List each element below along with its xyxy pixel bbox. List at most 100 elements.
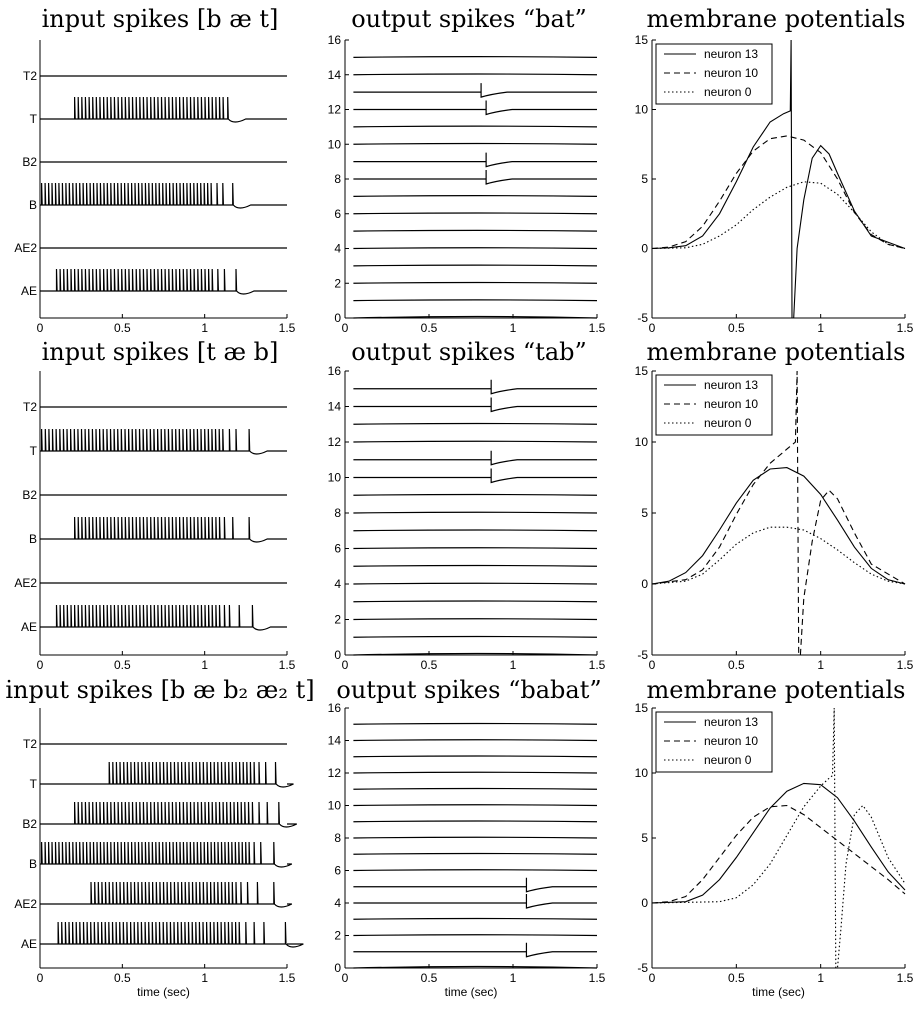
x-tick-label: 1	[817, 658, 824, 672]
neuron-trace-2	[353, 934, 598, 937]
neuron-trace-1	[353, 942, 597, 958]
y-tick-label: 10	[635, 766, 649, 780]
series-line-neuron-10	[651, 804, 906, 904]
y-tick-label: 0	[641, 896, 648, 910]
neuron-trace-10	[353, 804, 598, 807]
x-tick-label: 1.5	[897, 971, 914, 985]
channel-label: T	[30, 444, 38, 458]
channel-label: B	[29, 532, 37, 546]
y-tick-label: 0	[641, 242, 648, 256]
x-tick-label: 1.5	[589, 658, 606, 672]
y-tick-label: 8	[334, 506, 341, 520]
series-line-neuron-0	[651, 526, 906, 585]
neuron-trace-3	[353, 264, 598, 267]
x-tick-label: 0.5	[728, 971, 745, 985]
neuron-trace-4	[353, 894, 597, 909]
neuron-trace-1	[353, 299, 598, 302]
y-tick-label: 10	[328, 471, 342, 485]
channel-trace-ae	[40, 921, 304, 948]
channel-trace-t	[40, 761, 294, 788]
x-tick-label: 0.5	[114, 658, 131, 672]
x-tick-label: 1.5	[279, 321, 296, 335]
x-tick-label: 1.5	[897, 658, 914, 672]
x-tick-label: 0	[649, 658, 656, 672]
x-axis-label: time (sec)	[752, 985, 805, 999]
neuron-trace-2	[353, 281, 598, 284]
y-tick-label: 2	[334, 929, 341, 943]
neuron-trace-7	[353, 529, 598, 532]
x-tick-label: 0.5	[421, 658, 438, 672]
y-tick-label: 16	[328, 364, 342, 378]
x-tick-label: 1.5	[589, 321, 606, 335]
y-tick-label: 10	[635, 103, 649, 117]
output-panel: output spikes “bat” 0 0.5 1 1.5 0 2 4 6 8 10 12 14 16	[328, 5, 606, 335]
y-tick-label: 10	[635, 435, 649, 449]
panel-title: input spikes [b æ b₂ æ₂ t]	[5, 676, 314, 704]
x-tick-label: 0	[342, 658, 349, 672]
neuron-trace-2	[353, 618, 598, 621]
y-tick-label: -5	[637, 311, 648, 325]
channel-label: B	[29, 857, 37, 871]
panel-title: output spikes “bat”	[351, 5, 587, 33]
neuron-trace-0	[353, 965, 598, 969]
output-panel: output spikes “tab” 0 0.5 1 1.5 0 2 4 6 8 10 12 14 16	[328, 338, 606, 672]
neuron-trace-13	[353, 422, 598, 425]
y-tick-label: 15	[635, 701, 649, 715]
channel-label: AE2	[14, 897, 37, 911]
x-tick-label: 0.5	[114, 971, 131, 985]
channel-label: AE	[21, 284, 37, 298]
legend-label: neuron 10	[704, 397, 758, 411]
x-tick-label: 0	[37, 971, 44, 985]
y-tick-label: 4	[334, 577, 341, 591]
x-axis-label: time (sec)	[137, 985, 190, 999]
legend-label: neuron 0	[704, 416, 752, 430]
channel-label: T	[30, 112, 38, 126]
y-tick-label: 0	[334, 648, 341, 662]
channel-label: B2	[22, 488, 37, 502]
x-tick-label: 1	[201, 971, 208, 985]
x-tick-label: 1.5	[279, 658, 296, 672]
channel-trace-b2	[40, 801, 298, 828]
y-tick-label: 15	[635, 33, 649, 47]
y-tick-label: -5	[637, 961, 648, 975]
x-tick-label: 1	[817, 971, 824, 985]
y-tick-label: 12	[328, 103, 342, 117]
neuron-trace-7	[353, 195, 598, 197]
y-tick-label: -5	[637, 648, 648, 662]
x-tick-label: 1.5	[897, 321, 914, 335]
neuron-trace-3	[353, 917, 598, 920]
y-tick-label: 6	[334, 864, 341, 878]
neuron-trace-10	[353, 468, 597, 484]
x-tick-label: 0.5	[728, 658, 745, 672]
neuron-trace-9	[353, 152, 597, 168]
y-tick-label: 2	[334, 613, 341, 627]
neuron-trace-4	[353, 582, 598, 585]
x-tick-label: 0	[37, 658, 44, 672]
neuron-trace-5	[353, 564, 598, 567]
neuron-trace-12	[353, 440, 598, 443]
x-tick-label: 0.5	[421, 321, 438, 335]
legend-label: neuron 10	[704, 66, 758, 80]
x-tick-label: 0.5	[728, 321, 745, 335]
channel-trace-b	[40, 516, 287, 543]
channel-trace-b	[40, 182, 287, 209]
neuron-trace-7	[353, 852, 598, 855]
neuron-trace-12	[353, 771, 598, 774]
legend-label: neuron 0	[704, 753, 752, 767]
panel-title: output spikes “babat”	[336, 676, 601, 704]
channel-label: T	[30, 777, 38, 791]
channel-trace-t	[40, 96, 287, 123]
y-tick-label: 6	[334, 542, 341, 556]
neuron-trace-8	[353, 170, 597, 185]
x-tick-label: 0	[649, 971, 656, 985]
neuron-trace-6	[353, 869, 598, 872]
neuron-trace-0	[353, 315, 598, 319]
neuron-trace-13	[353, 755, 598, 758]
y-tick-label: 16	[328, 701, 342, 715]
neuron-trace-14	[353, 73, 598, 76]
series-line-neuron-13	[651, 467, 906, 585]
channel-trace-t	[40, 428, 287, 455]
x-tick-label: 1	[510, 971, 517, 985]
